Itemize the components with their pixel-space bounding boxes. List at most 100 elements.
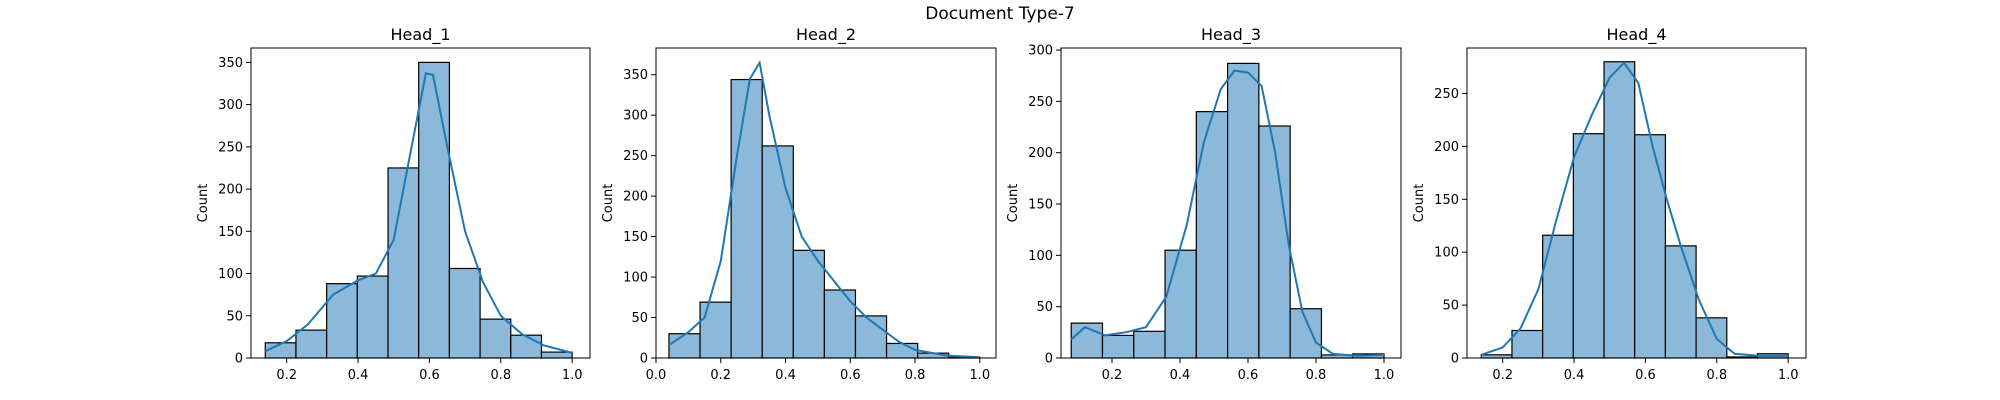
histogram-bar bbox=[387, 167, 420, 359]
y-tick-label: 150 bbox=[218, 225, 243, 240]
histogram-bar bbox=[540, 351, 573, 359]
histogram-bar bbox=[479, 318, 512, 359]
histogram-bar bbox=[448, 267, 481, 359]
y-tick-label: 200 bbox=[623, 190, 648, 205]
x-tick-label: 1.0 bbox=[1778, 368, 1799, 383]
histogram-bar bbox=[1695, 317, 1728, 359]
x-tick-label: 0.4 bbox=[1170, 368, 1191, 383]
histogram-bar bbox=[1634, 134, 1667, 359]
kde-line bbox=[1070, 69, 1385, 357]
y-tick-label: 200 bbox=[218, 183, 243, 198]
histogram-bar bbox=[1664, 245, 1697, 359]
y-tick-label: 300 bbox=[623, 109, 648, 124]
histogram-bar bbox=[668, 333, 701, 359]
y-tick-label: 100 bbox=[1028, 249, 1053, 264]
histogram-bar bbox=[1258, 125, 1291, 359]
x-tick-label: 0.4 bbox=[348, 368, 369, 383]
histogram-bar bbox=[418, 61, 451, 359]
x-tick-label: 0.8 bbox=[490, 368, 511, 383]
y-tick-label: 0 bbox=[1451, 352, 1459, 367]
y-tick-label: 150 bbox=[1434, 193, 1459, 208]
y-tick-label: 300 bbox=[1028, 44, 1053, 59]
x-tick-label: 0.4 bbox=[1564, 368, 1585, 383]
y-tick-label: 200 bbox=[1434, 140, 1459, 155]
plot-frame bbox=[1466, 47, 1807, 359]
y-tick-label: 100 bbox=[623, 271, 648, 286]
y-tick-label: 50 bbox=[631, 311, 648, 326]
histogram-bar bbox=[885, 342, 919, 359]
plot-frame bbox=[250, 47, 591, 359]
histogram-bar bbox=[730, 78, 763, 359]
plot-frame bbox=[1060, 47, 1402, 359]
histogram-bar bbox=[295, 329, 328, 359]
y-tick-label: 200 bbox=[1028, 146, 1053, 161]
histogram-bar bbox=[1226, 62, 1260, 359]
y-tick-label: 250 bbox=[218, 140, 243, 155]
y-tick-label: 0 bbox=[1045, 352, 1053, 367]
chart-title: Head_4 bbox=[1606, 25, 1666, 45]
x-tick-label: 0.4 bbox=[775, 368, 796, 383]
y-tick-label: 100 bbox=[218, 267, 243, 282]
chart-title: Head_2 bbox=[796, 25, 856, 45]
histogram-bar bbox=[1511, 329, 1544, 359]
x-tick-label: 0.0 bbox=[646, 368, 667, 383]
y-tick-label: 350 bbox=[623, 68, 648, 83]
histogram-bar bbox=[823, 289, 857, 359]
x-tick-label: 0.2 bbox=[1492, 368, 1513, 383]
chart-title: Head_3 bbox=[1201, 25, 1261, 45]
y-tick-label: 250 bbox=[1434, 87, 1459, 102]
chart-title: Head_1 bbox=[390, 25, 450, 45]
x-tick-label: 0.6 bbox=[419, 368, 440, 383]
histogram-bar bbox=[792, 249, 825, 359]
x-tick-label: 1.0 bbox=[562, 368, 583, 383]
x-tick-label: 0.6 bbox=[840, 368, 861, 383]
y-axis-label: Count bbox=[196, 184, 211, 223]
x-tick-label: 1.0 bbox=[1374, 368, 1395, 383]
x-tick-label: 0.6 bbox=[1238, 368, 1259, 383]
chart-panel-3: 0.2 0.4 0.6 0.8 1.0 0 50 100 150 200 250 300 Head_3 C… bbox=[1006, 25, 1402, 383]
histogram-bar bbox=[510, 334, 543, 359]
x-tick-label: 0.6 bbox=[1635, 368, 1656, 383]
x-tick-label: 0.8 bbox=[1706, 368, 1727, 383]
histogram-bar bbox=[326, 283, 358, 359]
y-tick-label: 0 bbox=[640, 352, 648, 367]
histogram-bar bbox=[1289, 308, 1323, 359]
histogram-bar bbox=[854, 315, 888, 359]
x-tick-label: 0.8 bbox=[1306, 368, 1327, 383]
figure-title: Document Type-7 bbox=[925, 4, 1075, 24]
x-tick-label: 0.8 bbox=[905, 368, 926, 383]
y-tick-label: 50 bbox=[1442, 299, 1459, 314]
histogram-bar bbox=[1572, 133, 1605, 359]
y-tick-label: 150 bbox=[623, 230, 648, 245]
y-tick-label: 250 bbox=[1028, 95, 1053, 110]
y-axis-label: Count bbox=[1006, 184, 1021, 223]
histogram-bar bbox=[761, 145, 794, 359]
histogram-bar bbox=[1164, 249, 1197, 359]
x-tick-label: 1.0 bbox=[969, 368, 990, 383]
histogram-bar bbox=[1133, 330, 1166, 359]
y-tick-label: 350 bbox=[218, 56, 243, 71]
histogram-bar bbox=[1101, 334, 1135, 359]
histogram-bar bbox=[699, 301, 732, 359]
y-axis-label: Count bbox=[1412, 184, 1427, 223]
histogram-bar bbox=[356, 275, 389, 359]
x-tick-label: 0.2 bbox=[710, 368, 731, 383]
kde-line bbox=[668, 59, 980, 359]
kde-line bbox=[264, 72, 573, 354]
y-tick-label: 300 bbox=[218, 98, 243, 113]
y-tick-label: 100 bbox=[1434, 246, 1459, 261]
y-tick-label: 0 bbox=[235, 352, 243, 367]
x-tick-label: 0.2 bbox=[1102, 368, 1123, 383]
y-tick-label: 50 bbox=[1036, 300, 1053, 315]
plot-frame bbox=[655, 47, 997, 359]
histogram-bar bbox=[1195, 111, 1229, 359]
y-tick-label: 150 bbox=[1028, 198, 1053, 213]
chart-panel-1: 0.2 0.4 0.6 0.8 1.0 0 50 100 150 200 250 300 350 Head… bbox=[196, 25, 591, 383]
x-tick-label: 0.2 bbox=[276, 368, 297, 383]
y-axis-label: Count bbox=[601, 184, 616, 223]
y-tick-label: 250 bbox=[623, 149, 648, 164]
kde-line bbox=[1480, 61, 1789, 357]
y-tick-label: 50 bbox=[226, 309, 243, 324]
histogram-bar bbox=[1603, 61, 1636, 359]
